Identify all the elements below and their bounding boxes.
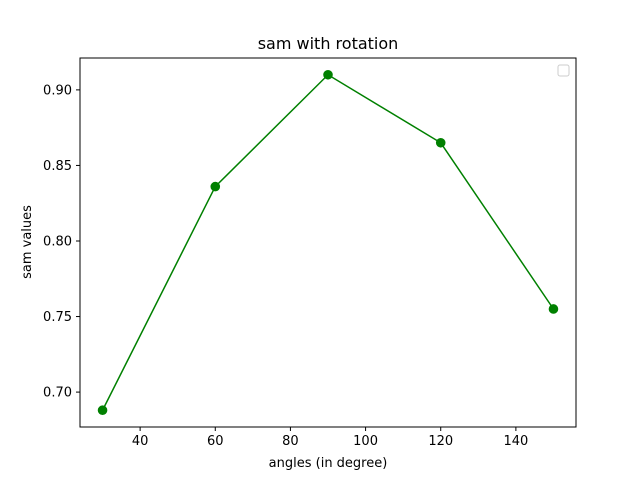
- chart-title: sam with rotation: [258, 34, 399, 53]
- plot-area-frame: [79, 57, 577, 428]
- y-tick-label: 0.90: [43, 83, 72, 98]
- y-axis-label: sam values: [20, 205, 35, 279]
- y-tick-label: 0.70: [43, 386, 72, 401]
- y-tick-label: 0.75: [43, 310, 72, 325]
- ticks-group: 40 60 80 100 120 140 0.70 0.75 0.80 0.85 0.90: [43, 83, 528, 449]
- x-tick-label: 100: [353, 434, 378, 449]
- data-point: [97, 405, 108, 416]
- x-tick-label: 140: [503, 434, 528, 449]
- x-tick-label: 60: [207, 434, 224, 449]
- legend-box: [557, 64, 570, 77]
- data-point: [548, 304, 559, 314]
- y-tick-label: 0.85: [43, 159, 72, 174]
- series-group: [97, 69, 559, 416]
- x-axis-label: angles (in degree): [269, 456, 388, 471]
- x-tick-label: 40: [132, 434, 149, 449]
- x-tick-label: 120: [428, 434, 453, 449]
- y-tick-label: 0.80: [43, 234, 72, 249]
- data-point: [435, 137, 446, 148]
- x-tick-label: 80: [282, 434, 299, 449]
- data-point: [210, 181, 221, 192]
- data-point: [323, 69, 333, 80]
